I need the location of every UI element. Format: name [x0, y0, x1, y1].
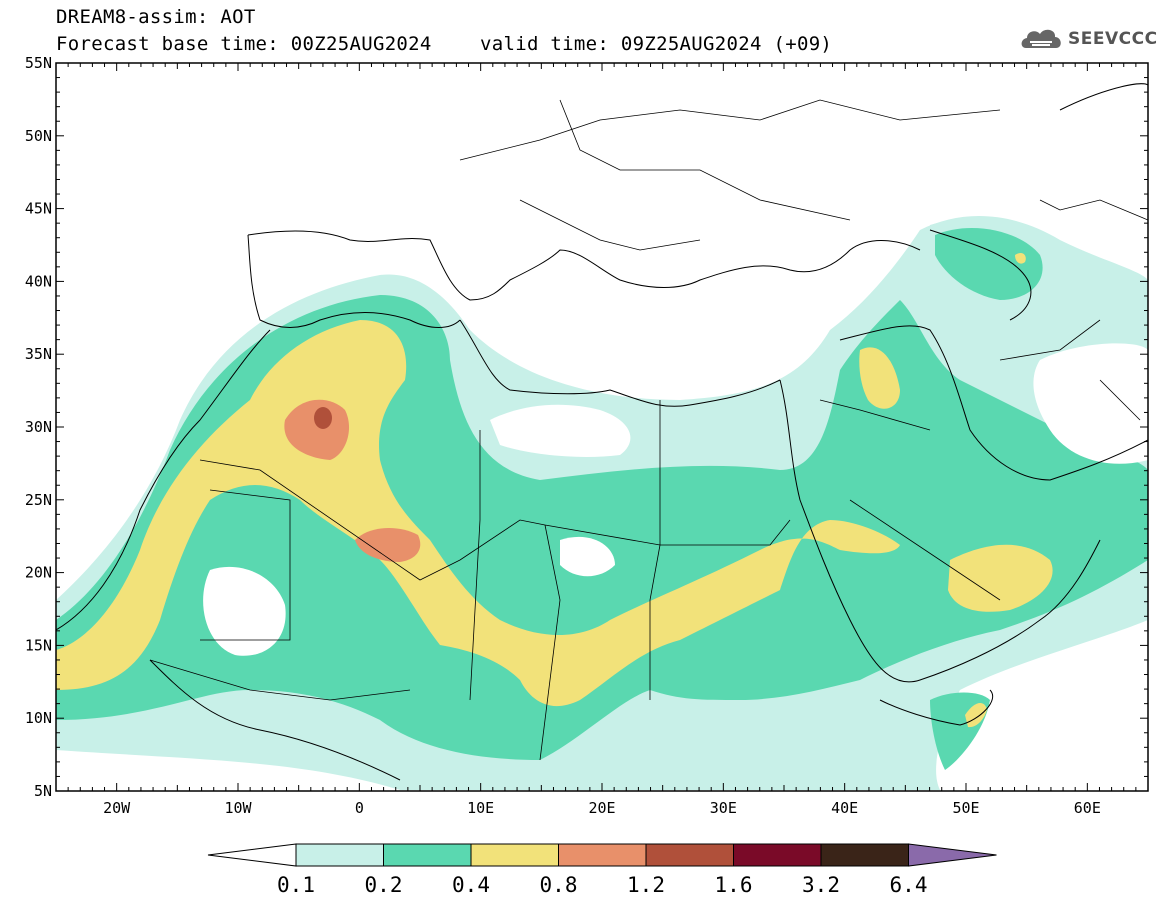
colorbar	[207, 843, 997, 867]
colorbar-labels: 0.1 0.2 0.4 0.8 1.2 1.6 3.2 6.4	[277, 873, 927, 897]
colorbar-level-label: 1.6	[715, 873, 753, 897]
lon-tick-label: 30E	[710, 799, 737, 817]
lat-tick-label: 55N	[25, 54, 52, 72]
aot-band-1.2	[314, 407, 332, 429]
lat-tick-label: 40N	[25, 272, 52, 290]
lat-tick-label: 30N	[25, 418, 52, 436]
colorbar-box	[558, 843, 647, 867]
colorbar-level-label: 0.4	[452, 873, 490, 897]
longitude-labels: 20W 10W 0 10E 20E 30E 40E 50E 60E	[103, 799, 1101, 817]
coastlines	[56, 83, 1148, 781]
lat-tick-label: 5N	[34, 782, 52, 800]
colorbar-level-label: 0.8	[540, 873, 578, 897]
colorbar-box	[645, 843, 734, 867]
lon-tick-label: 40E	[831, 799, 858, 817]
colorbar-under-triangle	[207, 843, 297, 867]
lon-tick-label: 20E	[588, 799, 615, 817]
colorbar-level-label: 0.2	[365, 873, 403, 897]
lat-tick-label: 10N	[25, 709, 52, 727]
lon-tick-label: 50E	[952, 799, 979, 817]
latitude-labels: 5N 10N 15N 20N 25N 30N 35N 40N 45N 50N 55N	[25, 54, 52, 800]
cloud-logo-icon	[1021, 29, 1061, 48]
lat-tick-label: 35N	[25, 345, 52, 363]
lon-tick-label: 20W	[103, 799, 131, 817]
colorbar-over-triangle	[908, 843, 997, 867]
colorbar-box	[383, 843, 472, 867]
colorbar-box	[733, 843, 822, 867]
lon-tick-label: 0	[355, 799, 364, 817]
axis-ticks	[55, 62, 1149, 792]
lon-tick-label: 60E	[1074, 799, 1101, 817]
colorbar-box	[295, 843, 384, 867]
lon-tick-label: 10W	[224, 799, 252, 817]
colorbar-level-label: 3.2	[802, 873, 840, 897]
lat-tick-label: 25N	[25, 491, 52, 509]
lat-tick-label: 15N	[25, 636, 52, 654]
valid-time: valid time: 09Z25AUG2024 (+09)	[480, 33, 833, 55]
colorbar-box	[820, 843, 909, 867]
aot-band-0.8	[284, 399, 421, 562]
lat-tick-label: 20N	[25, 564, 52, 582]
colorbar-level-label: 1.2	[627, 873, 665, 897]
borders	[149, 99, 1148, 761]
lat-tick-label: 45N	[25, 200, 52, 218]
lat-tick-label: 50N	[25, 127, 52, 145]
colorbar-level-label: 6.4	[890, 873, 928, 897]
lon-tick-label: 10E	[467, 799, 494, 817]
map-title: DREAM8-assim: AOT	[56, 6, 256, 28]
colorbar-box	[470, 843, 559, 867]
seevccc-logo: SEEVCCC	[1018, 22, 1158, 56]
colorbar-level-label: 0.1	[277, 873, 315, 897]
clear-areas	[203, 343, 1148, 656]
logo-text: SEEVCCC	[1068, 29, 1158, 49]
forecast-base-time: Forecast base time: 00Z25AUG2024	[56, 33, 432, 55]
aot-field	[56, 63, 1148, 791]
